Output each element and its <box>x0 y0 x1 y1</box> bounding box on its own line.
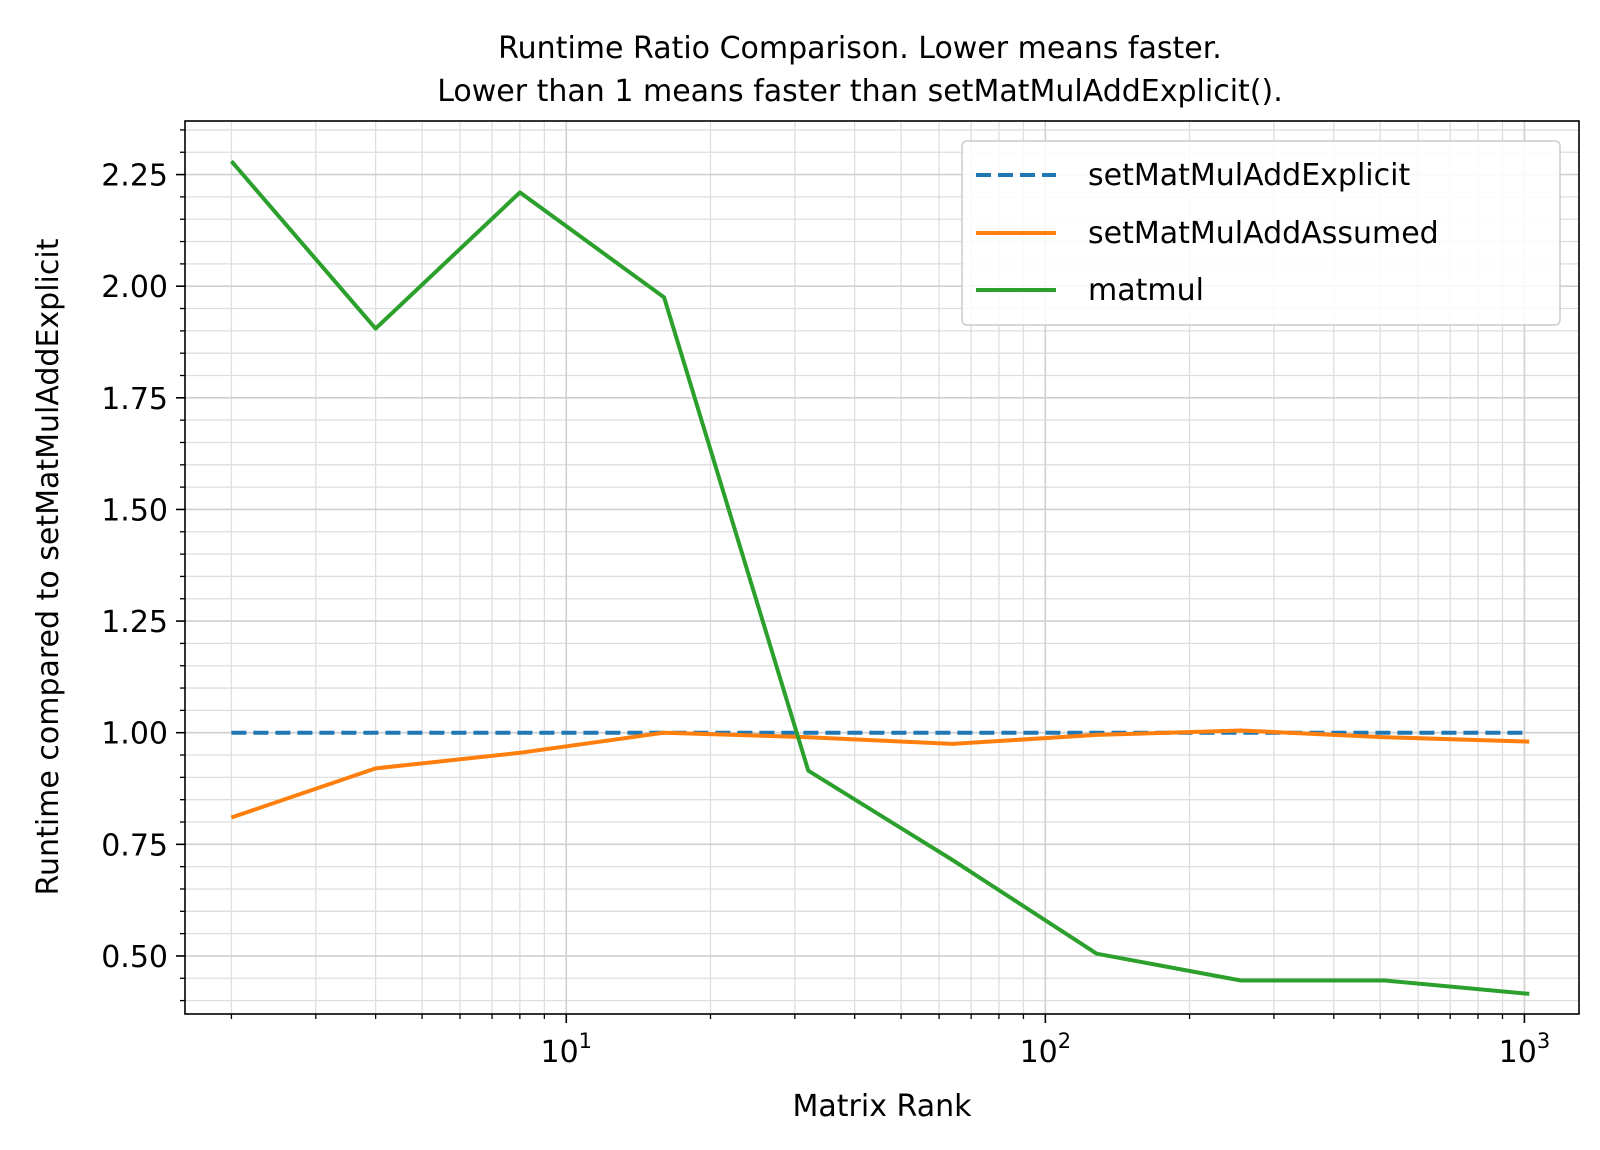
plot-frame <box>184 120 1580 1015</box>
series-layer <box>229 159 1530 996</box>
series-line-setMatMulAddAssumed <box>230 728 1530 820</box>
ticks-layer: 101 102 103 0.50 0.75 1.00 1.25 1.50 1.75 2.00 2.2… <box>101 129 1551 1070</box>
x-axis-label: Matrix Rank <box>793 1089 973 1124</box>
y-tick-label: 0.50 <box>101 940 168 975</box>
chart-title-line2: Lower than 1 means faster than setMatMul… <box>437 74 1283 109</box>
y-tick-label: 2.00 <box>101 270 168 305</box>
y-tick-label: 1.75 <box>101 382 168 417</box>
legend-label-setMatMulAddAssumed: setMatMulAddAssumed <box>1088 216 1439 251</box>
legend-box <box>961 140 1561 326</box>
y-tick-label: 1.25 <box>101 605 168 640</box>
y-tick-label: 0.75 <box>101 828 168 863</box>
y-tick-label: 1.00 <box>101 717 168 752</box>
legend-label-matmul: matmul <box>1088 273 1204 308</box>
y-tick-label: 2.25 <box>101 159 168 194</box>
x-tick-label: 101 <box>540 1029 592 1070</box>
x-tick-label: 103 <box>1499 1029 1551 1070</box>
series-line-matmul <box>229 159 1530 996</box>
minor-grid <box>185 121 1579 1014</box>
y-axis-label: Runtime compared to setMatMulAddExplicit <box>31 238 66 895</box>
chart-title-line1: Runtime Ratio Comparison. Lower means fa… <box>498 31 1222 66</box>
legend-label-setMatMulAddExplicit: setMatMulAddExplicit <box>1088 158 1410 193</box>
legend: setMatMulAddExplicit setMatMulAddAssumed… <box>961 140 1561 326</box>
y-tick-label: 1.50 <box>101 493 168 528</box>
x-tick-label: 102 <box>1020 1029 1072 1070</box>
